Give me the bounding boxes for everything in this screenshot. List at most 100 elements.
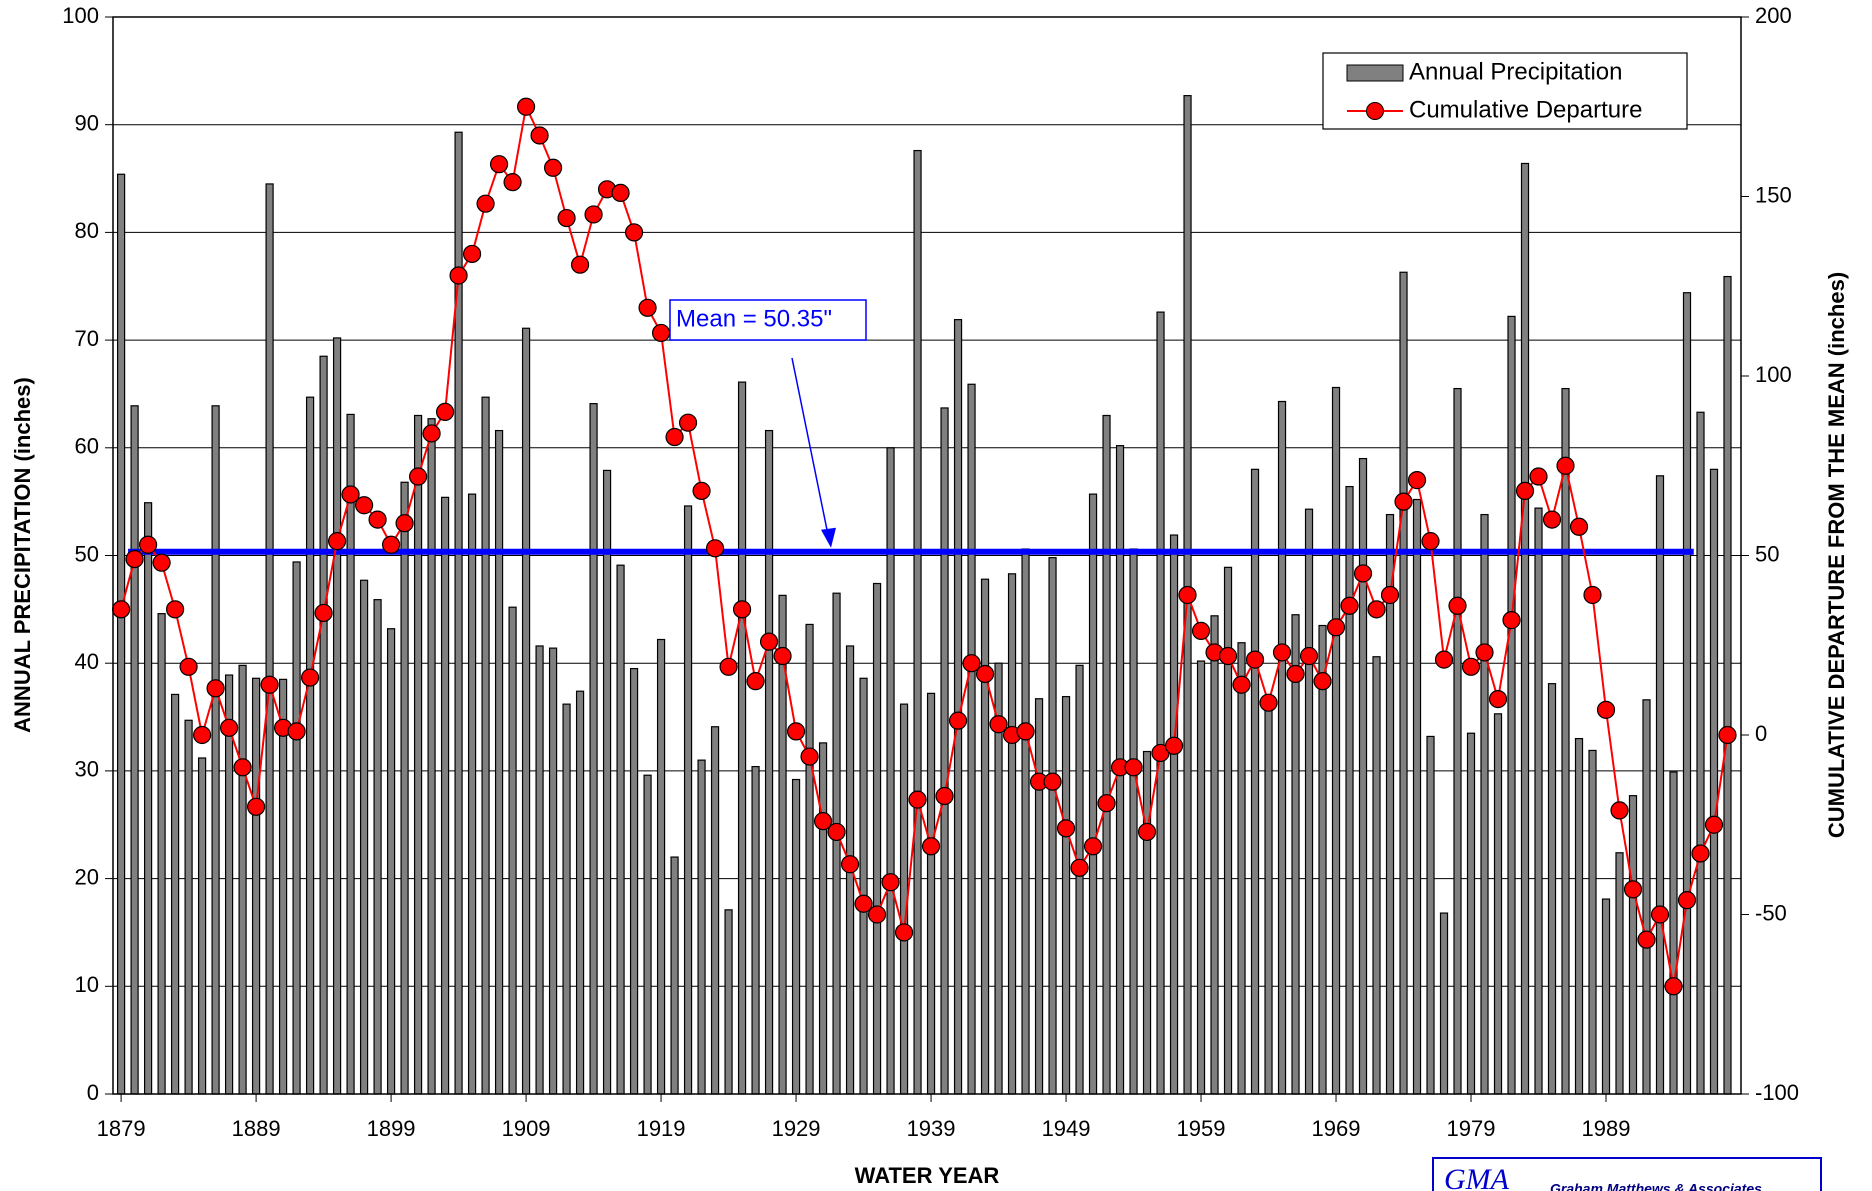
y-tick-label: 10	[75, 972, 99, 997]
marker	[665, 427, 684, 447]
bar	[683, 505, 693, 1095]
marker	[800, 747, 819, 766]
marker	[746, 672, 765, 691]
bar	[791, 778, 801, 1095]
marker	[206, 679, 225, 698]
marker	[1583, 585, 1602, 605]
bar	[1034, 698, 1044, 1095]
marker	[1178, 585, 1197, 605]
marker	[1272, 643, 1292, 662]
bar	[332, 337, 342, 1095]
bar	[589, 403, 598, 1095]
bar	[1048, 557, 1057, 1095]
legend-label: Annual Precipitation	[1409, 58, 1622, 85]
y-axis-label: ANNUAL PRECIPITATION (inches)	[10, 377, 35, 733]
bar	[886, 447, 895, 1095]
mean-label-box	[669, 299, 867, 341]
marker	[381, 535, 401, 554]
marker	[908, 790, 927, 809]
marker	[692, 481, 711, 500]
marker	[1380, 585, 1400, 605]
bar	[400, 481, 409, 1095]
bar	[562, 703, 571, 1095]
bar	[1075, 664, 1084, 1095]
bar	[1723, 275, 1732, 1095]
marker	[881, 873, 900, 892]
marker	[530, 126, 549, 145]
bar	[1709, 468, 1719, 1095]
bar	[818, 742, 828, 1095]
bar	[724, 909, 733, 1095]
marker	[179, 657, 198, 676]
bar	[1061, 695, 1071, 1095]
bar	[346, 413, 355, 1095]
marker	[1340, 596, 1359, 615]
bar	[1304, 508, 1314, 1095]
marker	[1299, 646, 1319, 666]
y2-tick-label: 100	[1755, 362, 1792, 387]
marker	[813, 812, 833, 831]
marker	[489, 155, 509, 174]
marker	[219, 718, 239, 737]
marker	[1718, 725, 1737, 745]
marker	[1326, 618, 1346, 637]
bar	[1088, 493, 1098, 1095]
bar	[292, 561, 301, 1095]
bar	[967, 383, 976, 1095]
bar	[859, 677, 868, 1095]
marker	[557, 208, 576, 228]
y-tick-label: 80	[75, 218, 99, 243]
marker	[1461, 657, 1481, 676]
marker	[1218, 646, 1238, 666]
bar	[1534, 507, 1543, 1095]
marker	[152, 553, 171, 572]
bar	[1696, 411, 1705, 1095]
marker	[948, 711, 968, 730]
bar	[1669, 771, 1678, 1095]
x-tick-label: 1879	[97, 1116, 146, 1141]
marker	[1610, 801, 1629, 820]
bar	[238, 664, 247, 1095]
legend: Annual Precipitation Cumulative Departure	[1322, 52, 1688, 130]
bar	[751, 765, 760, 1095]
bar	[1547, 683, 1557, 1095]
x-tick-label: 1969	[1312, 1116, 1361, 1141]
bar	[1196, 660, 1206, 1095]
bar	[1628, 795, 1638, 1095]
marker	[1259, 693, 1278, 712]
bar	[184, 719, 193, 1095]
y2-tick-label: 150	[1755, 182, 1792, 207]
marker	[1448, 596, 1467, 615]
x-tick-label: 1949	[1042, 1116, 1091, 1141]
bar	[764, 429, 774, 1095]
marker	[719, 657, 738, 676]
plot-frame	[112, 16, 1742, 1095]
bar	[1237, 642, 1246, 1095]
bar	[535, 645, 544, 1095]
bar	[697, 759, 706, 1095]
bar	[1223, 566, 1233, 1095]
bar	[427, 418, 436, 1095]
y-tick-label: 70	[75, 326, 99, 351]
bar	[170, 693, 180, 1095]
bar	[643, 774, 652, 1095]
y2-tick-label: -100	[1755, 1080, 1799, 1105]
y-tick-label: 60	[75, 434, 99, 459]
marker	[1407, 471, 1427, 490]
bar	[616, 564, 625, 1095]
marker	[1502, 611, 1521, 630]
marker	[975, 664, 995, 684]
x-tick-label: 1909	[502, 1116, 551, 1141]
marker	[462, 244, 482, 264]
marker	[516, 97, 536, 116]
marker	[1286, 664, 1305, 684]
bar	[1021, 548, 1030, 1095]
marker	[435, 402, 455, 421]
marker	[854, 894, 873, 913]
marker	[1164, 736, 1184, 755]
bar	[548, 647, 558, 1095]
bar	[602, 469, 612, 1095]
mean-arrow	[791, 357, 830, 540]
marker	[1637, 930, 1656, 949]
marker	[1070, 858, 1089, 877]
